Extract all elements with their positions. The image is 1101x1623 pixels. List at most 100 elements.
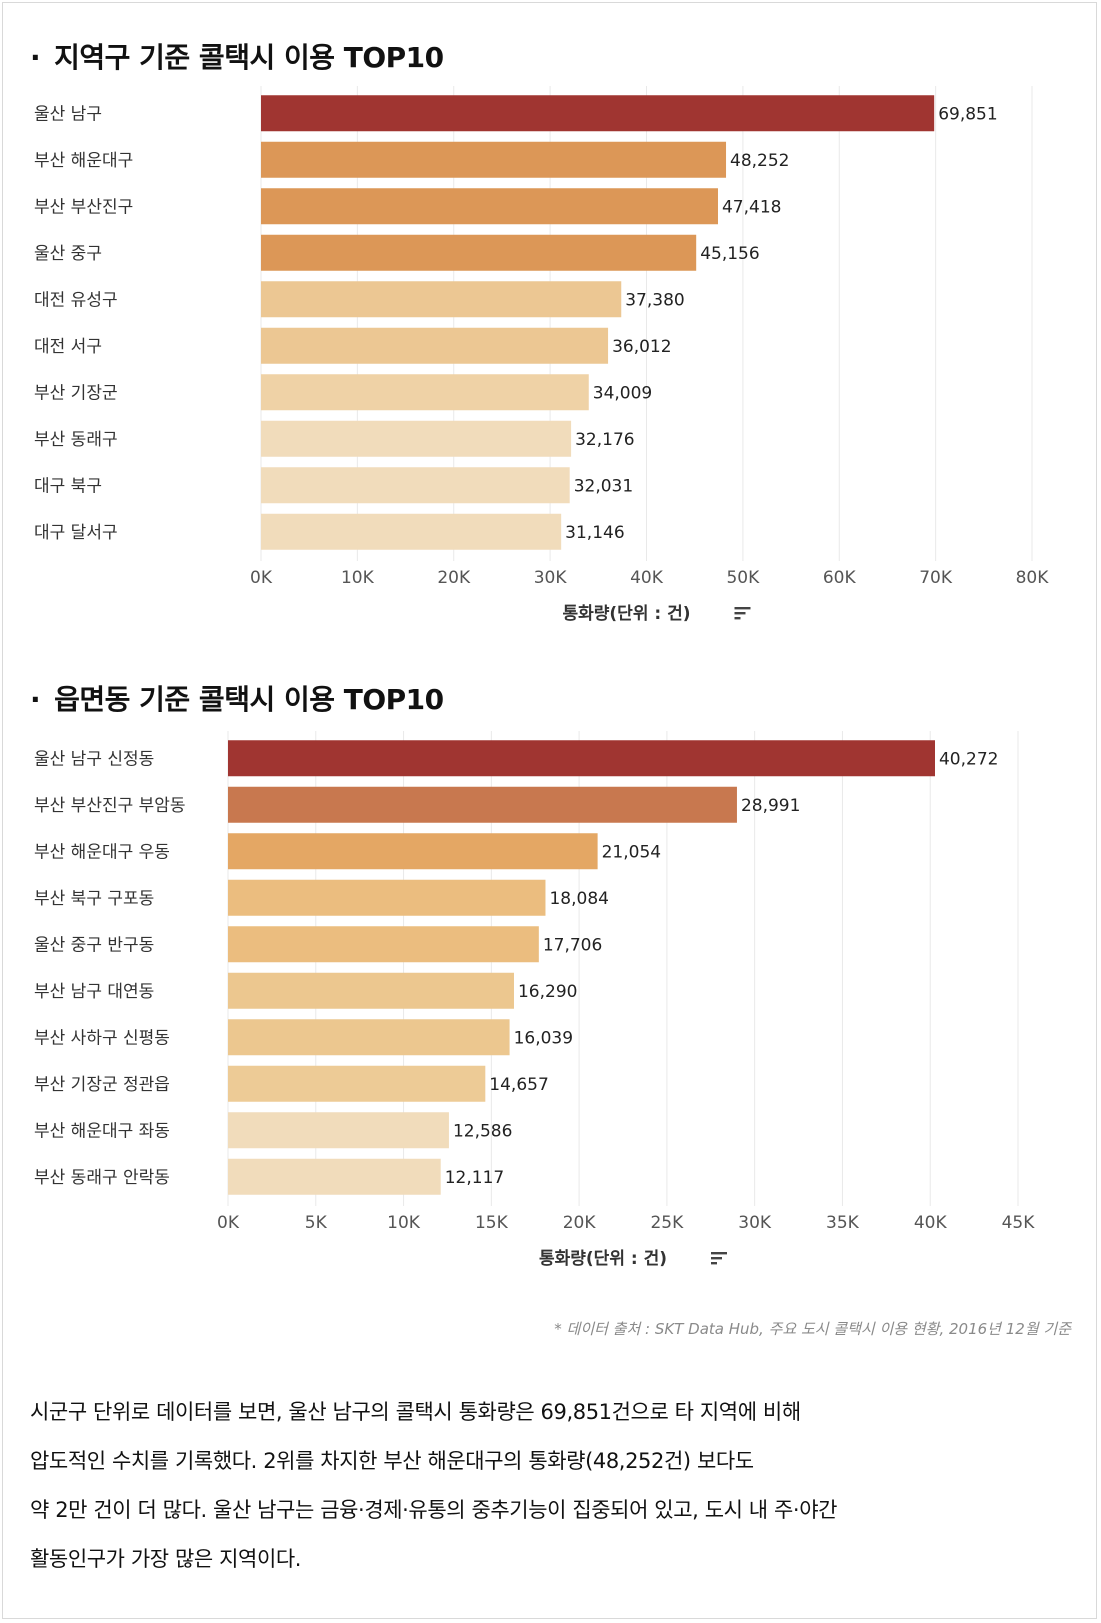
value-label: 12,586 xyxy=(453,1121,512,1141)
bar xyxy=(228,833,598,870)
x-tick-label: 40K xyxy=(630,568,664,588)
value-label: 40,272 xyxy=(939,749,998,769)
x-tick-label: 35K xyxy=(826,1213,860,1233)
category-label: 부산 기장군 정관읍 xyxy=(34,1075,170,1095)
chart2-title: · 읍면동 기준 콜택시 이용 TOP10 xyxy=(30,678,444,718)
sort-icon-line xyxy=(734,617,741,620)
chart1-regional-top10: 울산 남구 69,851 부산 해운대구 48,252 부산 부산진구 47,418 울산 … xyxy=(34,86,1050,624)
value-label: 12,117 xyxy=(445,1168,504,1188)
bar xyxy=(261,327,609,364)
paragraph-line-2: 압도적인 수치를 기록했다. 2위를 차지한 부산 해운대구의 통화량(48,2… xyxy=(30,1449,754,1473)
category-label: 대전 유성구 xyxy=(34,290,118,310)
value-label: 48,252 xyxy=(730,151,789,171)
value-label: 36,012 xyxy=(612,337,671,357)
x-axis-title: 통화량(단위 : 건) xyxy=(562,604,690,624)
bar xyxy=(228,926,539,963)
value-label: 37,380 xyxy=(625,290,684,310)
sort-icon-line xyxy=(734,607,751,610)
value-label: 21,054 xyxy=(602,842,661,862)
category-label: 대전 서구 xyxy=(34,337,102,357)
value-label: 47,418 xyxy=(722,197,781,217)
bar xyxy=(228,1112,449,1149)
value-label: 14,657 xyxy=(489,1075,548,1095)
x-tick-label: 0K xyxy=(250,568,273,588)
value-label: 45,156 xyxy=(700,244,759,264)
value-label: 16,039 xyxy=(514,1028,573,1048)
bar xyxy=(261,234,697,271)
bar xyxy=(261,141,727,178)
category-label: 울산 남구 신정동 xyxy=(34,749,154,769)
bar xyxy=(261,95,935,132)
category-label: 부산 사하구 신평동 xyxy=(34,1028,170,1048)
bar xyxy=(228,972,514,1009)
category-label: 부산 북구 구포동 xyxy=(34,889,154,909)
category-label: 부산 해운대구 xyxy=(34,151,133,171)
bar xyxy=(261,420,572,457)
sort-descending-icon xyxy=(734,607,751,620)
x-tick-label: 50K xyxy=(726,568,760,588)
x-tick-label: 40K xyxy=(914,1213,948,1233)
category-label: 부산 동래구 안락동 xyxy=(34,1168,170,1188)
sort-icon-line xyxy=(711,1252,727,1255)
bar xyxy=(228,1158,441,1195)
category-label: 부산 동래구 xyxy=(34,430,118,450)
x-tick-label: 25K xyxy=(650,1213,684,1233)
x-tick-label: 80K xyxy=(1016,568,1050,588)
x-tick-label: 15K xyxy=(475,1213,509,1233)
title-bullet: · xyxy=(30,683,41,716)
x-tick-label: 20K xyxy=(563,1213,597,1233)
bar xyxy=(228,1065,486,1102)
bar xyxy=(261,188,718,225)
paragraph-line-1: 시군구 단위로 데이터를 보면, 울산 남구의 콜택시 통화량은 69,851건… xyxy=(30,1400,801,1424)
bar xyxy=(261,374,589,411)
category-label: 대구 달서구 xyxy=(34,523,118,543)
x-tick-label: 60K xyxy=(823,568,857,588)
x-tick-label: 70K xyxy=(919,568,953,588)
category-label: 부산 부산진구 부암동 xyxy=(34,796,186,816)
value-label: 69,851 xyxy=(938,104,997,124)
chart2-title-text: 읍면동 기준 콜택시 이용 TOP10 xyxy=(54,683,444,716)
category-label: 울산 중구 xyxy=(34,244,102,264)
sort-icon-line xyxy=(734,612,746,615)
value-label: 32,176 xyxy=(575,430,634,450)
sort-descending-icon xyxy=(711,1252,727,1265)
category-label: 부산 해운대구 좌동 xyxy=(34,1121,170,1141)
bar xyxy=(261,467,570,504)
chart1-title-text: 지역구 기준 콜택시 이용 TOP10 xyxy=(54,41,444,74)
value-label: 28,991 xyxy=(741,796,800,816)
x-axis-title: 통화량(단위 : 건) xyxy=(539,1249,667,1269)
category-label: 부산 부산진구 xyxy=(34,197,133,217)
bar xyxy=(261,281,622,318)
bar xyxy=(228,1019,510,1056)
category-label: 부산 기장군 xyxy=(34,383,118,403)
category-label: 부산 해운대구 우동 xyxy=(34,842,170,862)
sort-icon-line xyxy=(711,1257,722,1260)
category-label: 대구 북구 xyxy=(34,476,102,496)
category-label: 울산 남구 xyxy=(34,104,102,124)
paragraph-line-3: 약 2만 건이 더 많다. 울산 남구는 금융·경제·유통의 중추기능이 집중되… xyxy=(30,1498,838,1522)
chart1-title: · 지역구 기준 콜택시 이용 TOP10 xyxy=(30,36,444,76)
category-label: 부산 남구 대연동 xyxy=(34,982,154,1002)
x-tick-label: 30K xyxy=(738,1213,772,1233)
x-tick-label: 20K xyxy=(437,568,471,588)
source-note: * 데이터 출처 : SKT Data Hub, 주요 도시 콜택시 이용 현황… xyxy=(554,1320,1071,1338)
value-label: 34,009 xyxy=(593,383,652,403)
bar xyxy=(228,786,737,823)
value-label: 31,146 xyxy=(565,523,624,543)
x-tick-label: 0K xyxy=(217,1213,240,1233)
x-tick-label: 5K xyxy=(305,1213,328,1233)
x-tick-label: 10K xyxy=(341,568,375,588)
paragraph-line-4: 활동인구가 가장 많은 지역이다. xyxy=(30,1547,302,1571)
bar xyxy=(228,740,935,777)
category-label: 울산 중구 반구동 xyxy=(34,935,154,955)
value-label: 16,290 xyxy=(518,982,577,1002)
title-bullet: · xyxy=(30,41,41,74)
x-tick-label: 10K xyxy=(387,1213,421,1233)
body-paragraph: 시군구 단위로 데이터를 보면, 울산 남구의 콜택시 통화량은 69,851건… xyxy=(30,1388,1070,1584)
value-label: 17,706 xyxy=(543,935,602,955)
x-tick-label: 45K xyxy=(1002,1213,1036,1233)
bar xyxy=(261,513,562,550)
sort-icon-line xyxy=(711,1262,717,1265)
bar xyxy=(228,879,546,916)
chart2-town-top10: 울산 남구 신정동 40,272 부산 부산진구 부암동 28,991 부산 해운대구 … xyxy=(34,731,1036,1269)
